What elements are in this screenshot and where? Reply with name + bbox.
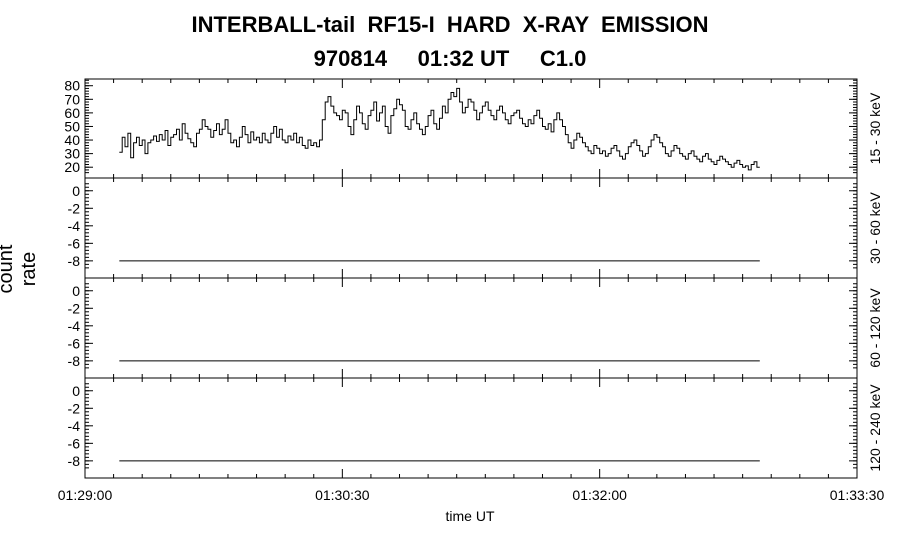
x-tick-label: 01:33:30 xyxy=(830,487,885,503)
y-tick-label: 50 xyxy=(64,118,80,134)
panel-frame xyxy=(84,78,858,179)
y-tick-label: 0 xyxy=(72,283,80,299)
x-axis-label: time UT xyxy=(445,508,495,524)
chart-title: INTERBALL-tail RF15-I HARD X-RAY EMISSIO… xyxy=(191,12,709,37)
y-tick-label: -6 xyxy=(68,435,81,451)
x-tick-label: 01:30:30 xyxy=(315,487,370,503)
x-tick-label: 01:29:00 xyxy=(58,487,113,503)
panel-frame xyxy=(84,277,858,379)
channel-label: 15 - 30 keV xyxy=(867,92,883,164)
y-tick-label: -4 xyxy=(68,418,81,434)
x-tick-label: 01:32:00 xyxy=(572,487,627,503)
y-tick-label: 0 xyxy=(72,383,80,399)
y-tick-label: 20 xyxy=(64,159,80,175)
panel-frame xyxy=(84,377,858,479)
y-tick-label: -2 xyxy=(68,200,81,216)
channel-label: 60 - 120 keV xyxy=(867,288,883,368)
y-tick-label: -8 xyxy=(68,453,81,469)
y-tick-label: -6 xyxy=(68,235,81,251)
y-tick-label: -2 xyxy=(68,400,81,416)
panel-frame xyxy=(84,177,858,279)
y-tick-label: 30 xyxy=(64,146,80,162)
y-tick-label: 70 xyxy=(64,91,80,107)
y-tick-label: -6 xyxy=(68,335,81,351)
channel-label: 120 - 240 keV xyxy=(867,384,883,472)
y-tick-label: -2 xyxy=(68,300,81,316)
chart-subtitle: 970814 01:32 UT C1.0 xyxy=(313,46,587,71)
y-tick-label: 80 xyxy=(64,78,80,94)
y-tick-label: 60 xyxy=(64,105,80,121)
y-tick-label: -8 xyxy=(68,253,81,269)
y-tick-label: -8 xyxy=(68,353,81,369)
y-tick-label: 0 xyxy=(72,183,80,199)
y-tick-label: -4 xyxy=(68,218,81,234)
series-line xyxy=(119,87,760,171)
channel-label: 30 - 60 keV xyxy=(867,192,883,264)
y-tick-label: -4 xyxy=(68,318,81,334)
y-tick-label: 40 xyxy=(64,132,80,148)
